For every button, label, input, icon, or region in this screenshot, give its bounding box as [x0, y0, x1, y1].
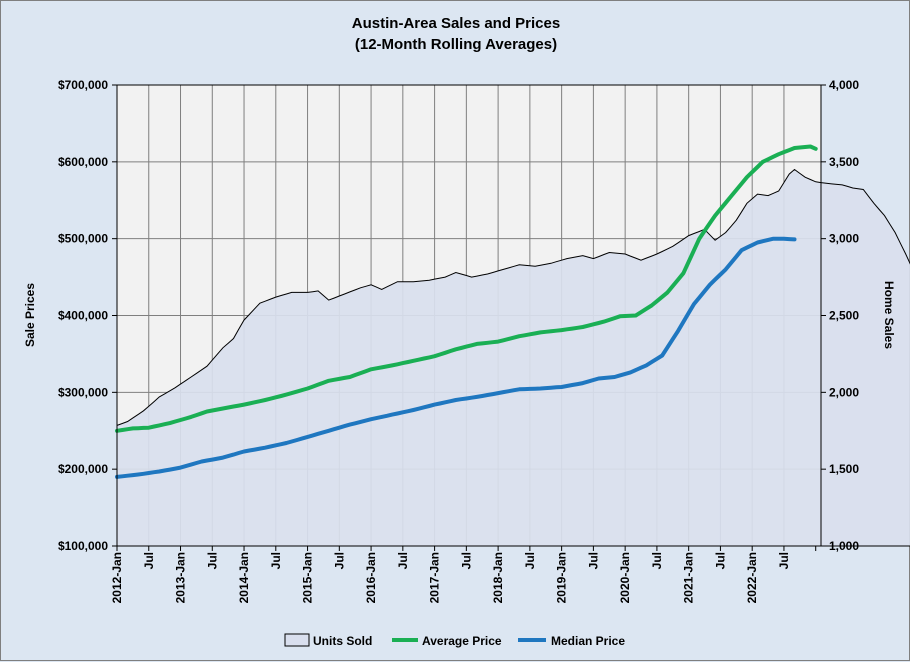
left-tick-label: $100,000: [58, 539, 108, 553]
left-tick-label: $500,000: [58, 232, 108, 246]
x-tick-label: Jul: [332, 552, 346, 569]
x-tick-label: 2021-Jan: [682, 552, 696, 603]
x-tick-label: Jul: [205, 552, 219, 569]
right-tick-label: 1,500: [829, 462, 859, 476]
x-tick-label: Jul: [459, 552, 473, 569]
legend-median-label: Median Price: [551, 634, 625, 648]
right-axis-label: Home Sales: [882, 281, 896, 349]
x-tick-label: 2019-Jan: [555, 552, 569, 603]
x-tick-label: Jul: [650, 552, 664, 569]
legend-units-swatch: [284, 633, 310, 647]
x-tick-label: 2012-Jan: [110, 552, 124, 603]
x-tick-label: 2020-Jan: [618, 552, 632, 603]
x-axis-ticks: 2012-Jan Jul 2013-Jan Jul 2014-Jan Jul 2015-Ja…: [110, 546, 817, 603]
right-tick-label: 2,500: [829, 309, 859, 323]
x-tick-label: 2015-Jan: [301, 552, 315, 603]
x-tick-label: 2014-Jan: [237, 552, 251, 603]
left-tick-label: $600,000: [58, 155, 108, 169]
x-tick-label: 2018-Jan: [491, 552, 505, 603]
x-tick-label: 2013-Jan: [174, 552, 188, 603]
units-sold-area: [116, 168, 910, 547]
x-tick-label: Jul: [142, 552, 156, 569]
x-tick-label: Jul: [777, 552, 791, 569]
left-axis-ticks: $100,000 $200,000 $300,000 $400,000 $500,000…: [58, 78, 117, 553]
x-tick-label: Jul: [586, 552, 600, 569]
right-tick-label: 4,000: [829, 78, 859, 92]
chart-subtitle: (12-Month Rolling Averages): [355, 36, 557, 53]
right-tick-label: 3,000: [829, 232, 859, 246]
left-tick-label: $200,000: [58, 462, 108, 476]
x-tick-label: Jul: [523, 552, 537, 569]
x-tick-label: 2017-Jan: [428, 552, 442, 603]
median-price-line: [115, 236, 797, 479]
x-tick-label: Jul: [396, 552, 410, 569]
right-tick-label: 1,000: [829, 539, 859, 553]
x-tick-label: Jul: [713, 552, 727, 569]
chart-title: Austin-Area Sales and Prices: [352, 15, 560, 32]
x-tick-label: 2022-Jan: [745, 552, 759, 603]
legend: Units Sold Average Price Median Price: [284, 633, 625, 648]
left-tick-label: $700,000: [58, 78, 108, 92]
right-tick-label: 2,000: [829, 385, 859, 399]
average-price-line: [115, 144, 818, 433]
x-tick-label: 2016-Jan: [364, 552, 378, 603]
left-axis-label: Sale Prices: [23, 283, 37, 347]
legend-units-label: Units Sold: [313, 634, 372, 648]
right-tick-label: 3,500: [829, 155, 859, 169]
left-tick-label: $300,000: [58, 385, 108, 399]
x-tick-label: Jul: [269, 552, 283, 569]
legend-average-label: Average Price: [422, 634, 502, 648]
right-axis-ticks: 1,000 1,500 2,000 2,500 3,000 3,500 4,000: [821, 78, 859, 553]
left-tick-label: $400,000: [58, 309, 108, 323]
